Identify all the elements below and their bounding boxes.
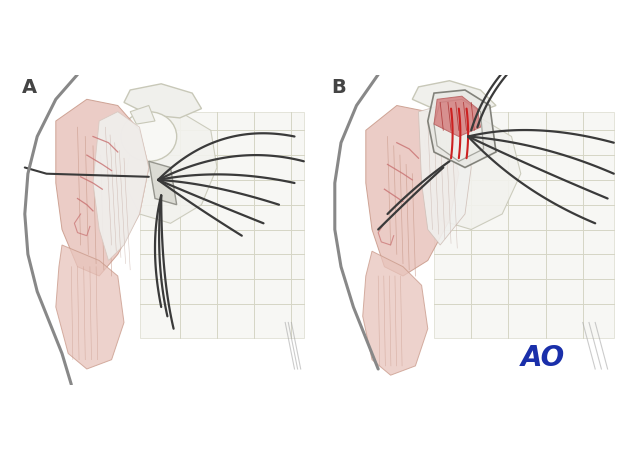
Ellipse shape [425, 121, 474, 164]
Polygon shape [412, 81, 496, 115]
Polygon shape [140, 112, 304, 338]
Polygon shape [56, 245, 124, 369]
Polygon shape [130, 106, 155, 124]
Polygon shape [418, 106, 471, 245]
Polygon shape [434, 112, 614, 338]
Polygon shape [124, 84, 202, 118]
Polygon shape [434, 99, 484, 161]
Polygon shape [363, 251, 428, 375]
Polygon shape [428, 90, 496, 168]
Text: AO: AO [521, 344, 565, 372]
Ellipse shape [121, 112, 177, 161]
Text: B: B [332, 78, 347, 97]
Polygon shape [93, 112, 149, 261]
Polygon shape [124, 112, 217, 223]
Polygon shape [428, 118, 521, 230]
Polygon shape [149, 161, 177, 205]
Polygon shape [434, 96, 481, 136]
Polygon shape [366, 106, 459, 276]
Polygon shape [56, 99, 149, 276]
Text: A: A [22, 78, 37, 97]
